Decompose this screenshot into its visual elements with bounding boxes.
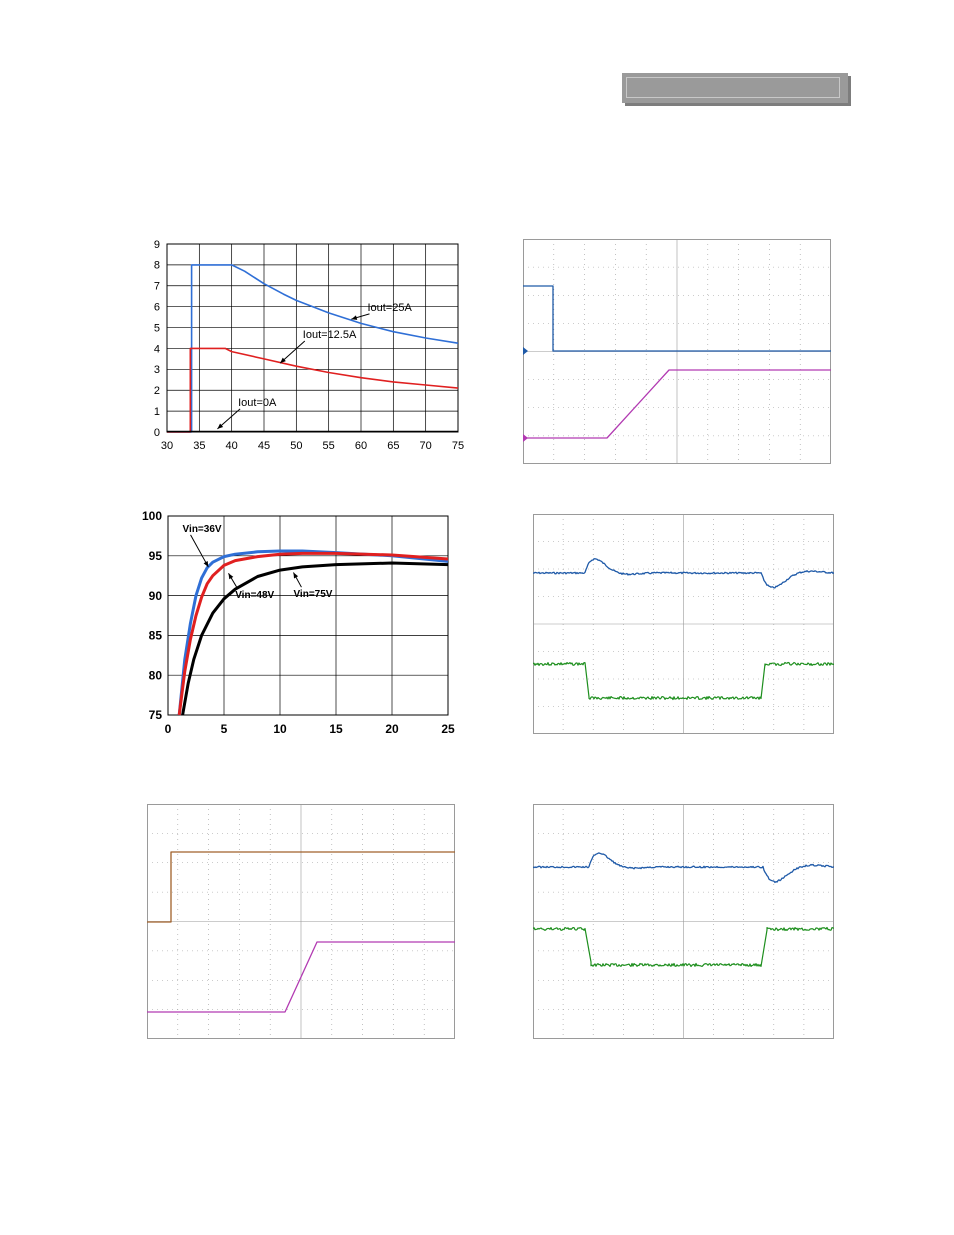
- y-tick-label: 85: [149, 629, 163, 643]
- y-tick-label: 3: [154, 364, 160, 376]
- scope-graticule: [147, 804, 455, 1039]
- y-tick-label: 8: [154, 260, 160, 272]
- y-tick-label: 7: [154, 281, 160, 293]
- trace-green: [533, 661, 834, 701]
- trace-green: [533, 926, 834, 968]
- x-tick-label: 70: [420, 440, 432, 452]
- efficiency-chart: 0 5 10 15 20 25 75 80 85 90 95 100 Vin=36V Vin=48V Vin…: [142, 509, 455, 736]
- x-tick-label: 5: [221, 722, 228, 736]
- header-bar-inset: [626, 77, 840, 98]
- trace-magenta: [147, 941, 455, 1013]
- y-tick-label: 100: [142, 509, 162, 523]
- x-tick-label: 65: [387, 440, 399, 452]
- arrow-head: [217, 423, 224, 429]
- y-tick-label: 2: [154, 385, 160, 397]
- channel-marker-icon: [523, 347, 528, 355]
- y-tick-label: 1: [154, 406, 160, 418]
- x-tick-label: 15: [329, 722, 343, 736]
- y-tick-label: 95: [149, 549, 163, 563]
- y-tick-label: 9: [154, 239, 160, 251]
- series-line-iout-12-5a: [167, 347, 459, 433]
- x-tick-label: 20: [385, 722, 399, 736]
- annotation-arrow: [190, 534, 209, 568]
- header-bar: [622, 73, 848, 103]
- arrow-head: [280, 357, 286, 364]
- x-tick-label: 50: [290, 440, 302, 452]
- y-tick-label: 6: [154, 302, 160, 314]
- scope-graticule: [533, 514, 834, 734]
- series-line-vin-48v: [177, 551, 449, 716]
- annotation-label: Vin=48V: [235, 590, 274, 601]
- x-tick-label: 75: [452, 440, 464, 452]
- scope-screen-startup: [523, 239, 831, 464]
- x-tick-label: 60: [355, 440, 367, 452]
- x-tick-label: 55: [323, 440, 335, 452]
- x-tick-label: 0: [165, 722, 172, 736]
- y-tick-label: 80: [149, 668, 163, 682]
- trace-blue: [533, 852, 834, 884]
- trace-blue: [533, 558, 834, 589]
- trace-magenta: [523, 369, 831, 439]
- series-line-vin-36v: [177, 549, 449, 716]
- y-tick-label: 0: [154, 427, 160, 439]
- y-tick-label: 75: [149, 708, 163, 722]
- x-tick-label: 40: [226, 440, 238, 452]
- annotation-label: Vin=75V: [293, 589, 332, 600]
- derating-chart: 30 35 40 45 50 55 60 65 70 750123456789Iout=25AIo…: [154, 239, 464, 452]
- y-tick-label: 90: [149, 589, 163, 603]
- annotation-label: Iout=25A: [367, 302, 412, 314]
- channel-marker-icon: [523, 434, 528, 442]
- annotation-label: Iout=0A: [238, 397, 277, 409]
- scope-graticule: [533, 804, 834, 1039]
- x-tick-label: 10: [273, 722, 287, 736]
- x-tick-label: 25: [441, 722, 455, 736]
- annotation-label: Vin=36V: [183, 524, 222, 535]
- y-tick-label: 5: [154, 322, 160, 334]
- series-line-vin-75v: [181, 561, 449, 716]
- annotation-label: Iout=12.5A: [303, 329, 357, 341]
- scope-screen-enable: [147, 804, 455, 1039]
- y-tick-label: 4: [154, 343, 160, 355]
- trace-brown: [147, 851, 455, 923]
- plot-frame: [167, 515, 449, 716]
- x-tick-label: 35: [193, 440, 205, 452]
- scope-screen-transient-2: [533, 804, 834, 1039]
- arrow-head: [351, 315, 358, 320]
- x-tick-label: 30: [161, 440, 173, 452]
- trace-blue: [523, 285, 831, 352]
- arrow-head: [203, 560, 209, 567]
- arrow-head: [293, 572, 299, 579]
- x-tick-label: 45: [258, 440, 270, 452]
- arrow-head: [228, 573, 234, 580]
- scope-screen-transient-1: [533, 514, 834, 734]
- series-line-iout-25a: [167, 264, 459, 433]
